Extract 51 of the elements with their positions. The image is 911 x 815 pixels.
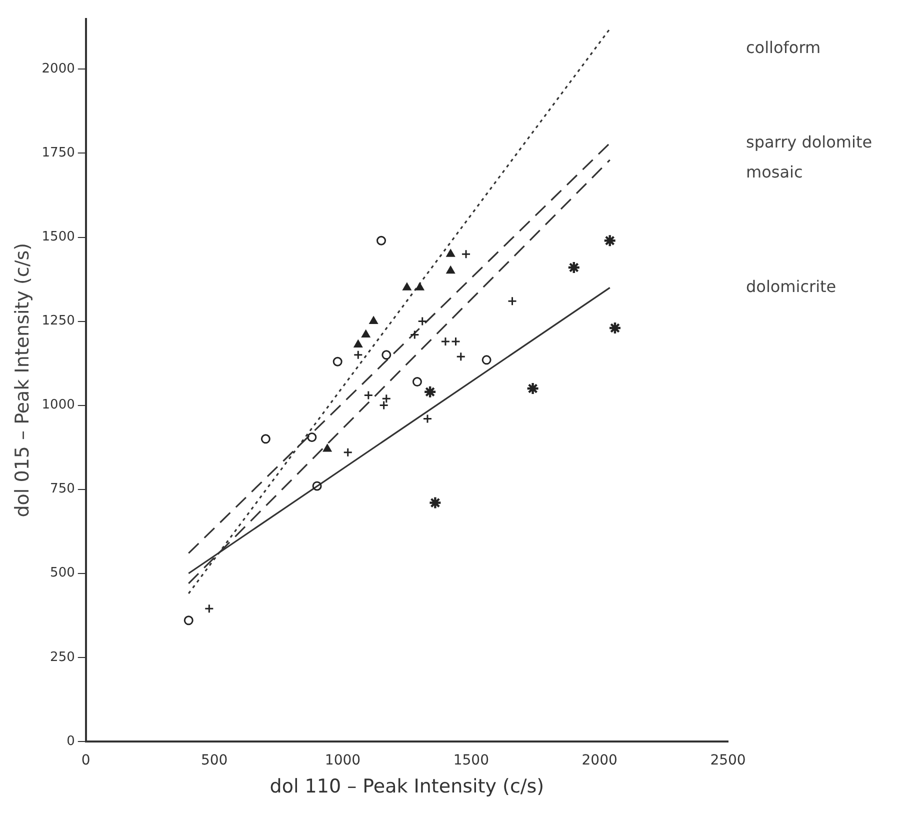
point <box>376 236 386 246</box>
y-tick-label: 1750 <box>42 146 75 161</box>
point <box>412 377 422 387</box>
point <box>260 434 270 444</box>
y-tick-label: 1000 <box>42 398 75 413</box>
x-axis-title: dol 110 – Peak Intensity (c/s) <box>270 776 544 798</box>
y-tick-label: 750 <box>50 482 75 497</box>
x-tick-label: 500 <box>200 752 228 768</box>
point <box>416 282 424 290</box>
point <box>354 340 362 348</box>
text: colloform <box>746 38 821 57</box>
point <box>423 385 437 398</box>
point <box>362 330 370 338</box>
point <box>526 382 540 396</box>
y-tick-label: 1250 <box>42 314 75 329</box>
point <box>446 266 455 274</box>
point <box>343 448 353 458</box>
point <box>440 336 450 346</box>
y-tick-label: 1500 <box>42 230 75 245</box>
point <box>204 604 214 614</box>
point <box>382 394 392 404</box>
point <box>353 350 363 360</box>
point <box>603 234 616 248</box>
point <box>402 282 412 290</box>
point <box>312 481 322 491</box>
x-tick-label: 1500 <box>453 752 489 768</box>
x-tick-label: 0 <box>81 752 90 768</box>
point <box>456 352 466 362</box>
x-tick-label: 2000 <box>582 752 618 768</box>
y-axis-title: dol 015 – Peak Intensity (c/s) <box>11 242 34 518</box>
point <box>323 444 332 452</box>
point <box>184 616 194 626</box>
y-tick-label: 2000 <box>42 62 75 77</box>
point <box>428 496 442 510</box>
point <box>446 249 455 257</box>
x-tick-label: 1000 <box>324 752 361 768</box>
point <box>567 260 580 274</box>
y-tick-label: 0 <box>66 734 75 749</box>
point <box>608 321 622 335</box>
text: sparry dolomite <box>746 132 872 152</box>
y-tick-label: 500 <box>50 566 75 581</box>
x-tick-label: 2500 <box>710 752 746 768</box>
y-tick-label: 250 <box>50 650 75 665</box>
point <box>482 355 492 365</box>
point <box>307 432 317 442</box>
point <box>461 249 471 259</box>
point <box>382 350 392 360</box>
text: dolomicrite <box>746 276 836 296</box>
point <box>332 356 342 366</box>
text: mosaic <box>746 162 803 182</box>
point <box>369 316 378 324</box>
